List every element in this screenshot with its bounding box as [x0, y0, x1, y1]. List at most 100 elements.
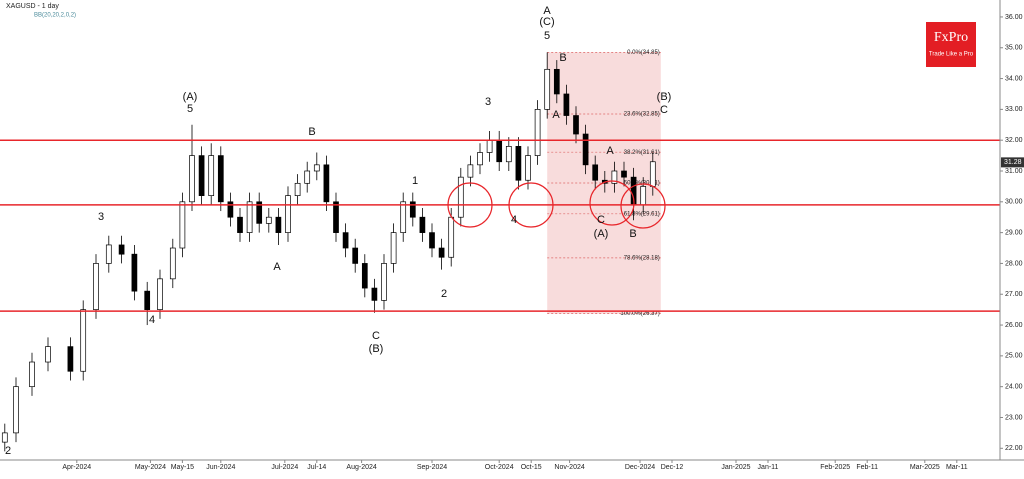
y-tick-label: 31.00 [1005, 168, 1023, 175]
wave-label: C [597, 214, 605, 226]
candle-body [381, 263, 387, 301]
y-tick-label: 22.00 [1005, 445, 1023, 452]
highlight-circle [589, 180, 635, 226]
y-tick-label: 30.00 [1005, 199, 1023, 206]
chart-subtitle: BB(20,20,2,0,2) [34, 13, 76, 19]
wave-label: 2 [441, 288, 447, 300]
fib-label: 0.0%(34.85) [627, 50, 660, 56]
x-tick-label: Dec-2024 [625, 464, 655, 471]
candle-body [582, 133, 589, 166]
candle-body [390, 232, 397, 264]
candle-body [342, 232, 349, 249]
x-tick-label: Jul-14 [307, 464, 326, 471]
candle-body [448, 216, 455, 258]
y-tick-label: 24.00 [1005, 384, 1023, 391]
fib-label: 78.6%(28.18) [624, 255, 660, 261]
candle-body [144, 290, 151, 310]
candle-body [371, 287, 378, 301]
candle-body [1, 432, 8, 443]
y-tick-label: 28.00 [1005, 260, 1023, 267]
highlight-circle [620, 183, 666, 229]
wave-label: 3 [485, 96, 491, 108]
candle-body [621, 170, 627, 178]
wave-label: B [559, 52, 566, 64]
candle-body [265, 216, 272, 224]
candle-body [227, 201, 234, 218]
wave-label: (B) [657, 91, 672, 103]
candle-body [400, 201, 407, 233]
wave-label: (A) [183, 91, 198, 103]
candle-body [419, 216, 426, 233]
candle-body [544, 68, 551, 110]
wave-label: A [543, 5, 551, 17]
highlight-circle [508, 182, 554, 228]
wave-label: 4 [149, 314, 155, 326]
candle-body [563, 93, 570, 116]
candle-body [105, 244, 112, 264]
candle-body [649, 161, 656, 187]
candle-body [333, 201, 339, 233]
y-tick-label: 25.00 [1005, 353, 1023, 360]
candle-body [67, 346, 74, 372]
x-tick-label: Jan-11 [758, 464, 779, 471]
x-tick-label: May-2024 [135, 464, 166, 471]
y-tick-label: 33.00 [1005, 106, 1023, 113]
wave-label: B [308, 126, 315, 138]
candle-body [256, 201, 263, 224]
candle-body [640, 186, 647, 206]
candle-body [304, 170, 311, 184]
wave-label: 5 [187, 103, 193, 115]
candle-body [217, 155, 224, 203]
fib-label: 38.2%(31.61) [624, 150, 660, 156]
candle-body [179, 201, 186, 249]
candle-body [29, 361, 35, 388]
wave-label: B [629, 228, 636, 240]
candle-body [573, 115, 579, 135]
x-tick-label: Mar-2025 [910, 464, 940, 471]
candle-body [294, 182, 301, 196]
x-tick-label: Sep-2024 [417, 464, 447, 471]
y-tick-label: 27.00 [1005, 291, 1023, 298]
plot-area: 0.0%(34.85)23.6%(32.85)38.2%(31.61)50.0%… [0, 5, 1000, 457]
logo-brand: FxPro [934, 30, 968, 45]
wave-label: 3 [98, 211, 104, 223]
x-tick-label: Oct-15 [521, 464, 542, 471]
candle-body [534, 109, 541, 156]
candle-body [208, 155, 215, 196]
candle-body [361, 263, 368, 289]
candle-body [457, 176, 464, 218]
logo [926, 22, 976, 67]
candle-body [429, 232, 435, 249]
candle-body [275, 216, 282, 233]
x-tick-label: Dec-12 [661, 464, 684, 471]
candle-body [131, 253, 138, 292]
candle-body [118, 244, 125, 255]
last-price-label: 31.28 [1004, 159, 1022, 166]
y-tick-label: 29.00 [1005, 229, 1023, 236]
candle-body [13, 386, 19, 434]
logo-tagline: Trade Like a Pro [929, 52, 974, 58]
candle-body [45, 346, 51, 363]
wave-label: A [606, 145, 614, 157]
x-tick-label: Nov-2024 [554, 464, 584, 471]
candle-body [323, 164, 330, 203]
fib-label: 23.6%(32.85) [624, 112, 660, 118]
x-tick-label: Jun-2024 [206, 464, 235, 471]
fib-label: 100.0%(26.37) [620, 311, 659, 317]
x-tick-label: Feb-2025 [820, 464, 850, 471]
candle-body [409, 201, 416, 218]
candle-body [592, 164, 599, 181]
candle-body [157, 278, 163, 310]
y-tick-label: 32.00 [1005, 137, 1023, 144]
y-tick-label: 36.00 [1005, 14, 1023, 21]
last-price-tag [1001, 157, 1024, 168]
x-tick-label: Jul-2024 [271, 464, 298, 471]
x-tick-label: Aug-2024 [346, 464, 376, 471]
y-tick-label: 23.00 [1005, 414, 1023, 421]
candle-body [80, 309, 87, 372]
candle-body [237, 216, 243, 233]
wave-label: 1 [412, 175, 418, 187]
wave-label: C [660, 104, 668, 116]
